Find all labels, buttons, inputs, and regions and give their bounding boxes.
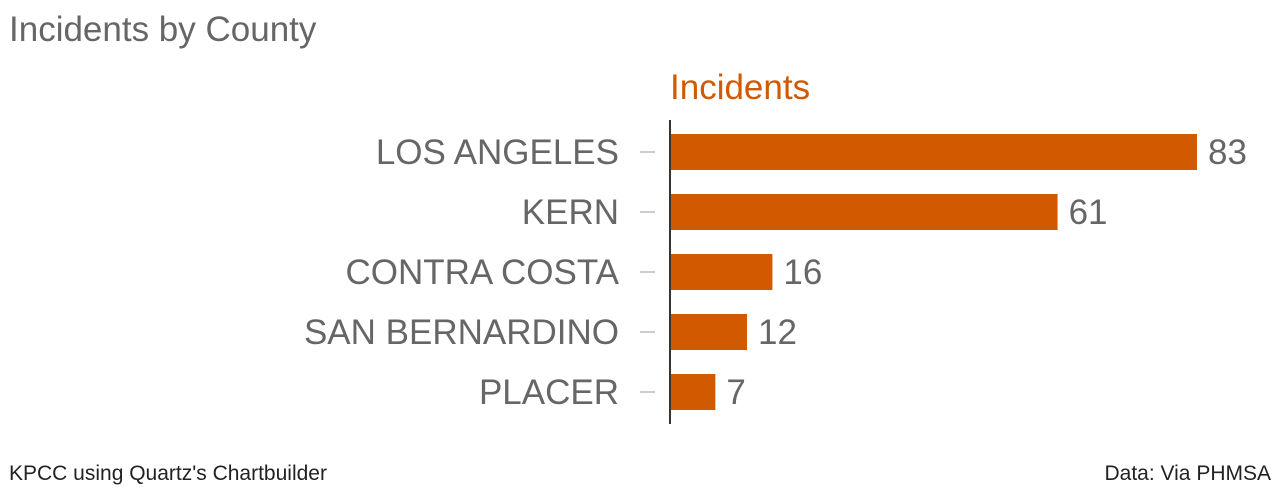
data-label: 83	[1208, 133, 1247, 172]
category-label: PLACER	[479, 373, 619, 412]
bar	[671, 134, 1197, 170]
footer-credit: KPCC using Quartz's Chartbuilder	[9, 462, 327, 485]
bar	[671, 314, 748, 350]
bar	[671, 194, 1058, 230]
data-label: 12	[758, 313, 797, 352]
category-label: SAN BERNARDINO	[304, 313, 619, 352]
series-label: Incidents	[670, 68, 811, 107]
footer-source: Data: Via PHMSA	[1104, 462, 1271, 485]
data-label: 61	[1069, 193, 1108, 232]
data-label: 16	[783, 253, 822, 292]
bar	[671, 254, 773, 290]
bar	[671, 374, 716, 410]
chart-title: Incidents by County	[9, 10, 317, 49]
category-label: LOS ANGELES	[376, 133, 619, 172]
category-label: KERN	[522, 193, 619, 232]
category-label: CONTRA COSTA	[345, 253, 619, 292]
data-label: 7	[726, 373, 745, 412]
